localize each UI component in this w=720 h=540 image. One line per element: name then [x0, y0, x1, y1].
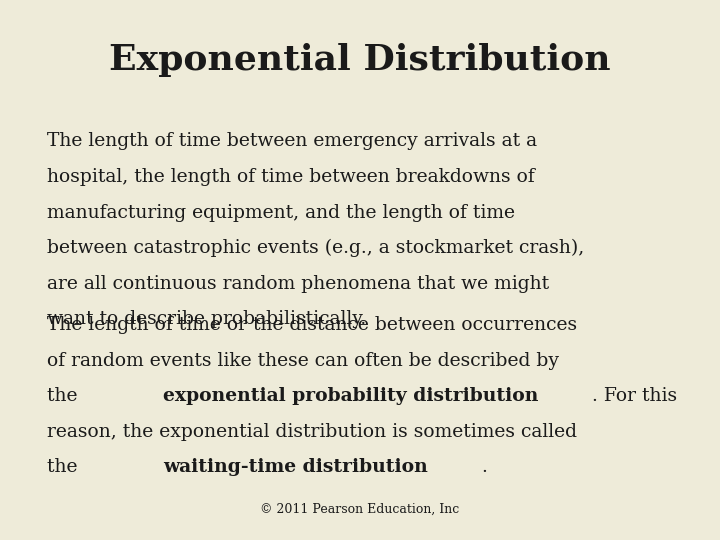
Text: manufacturing equipment, and the length of time: manufacturing equipment, and the length … — [47, 204, 515, 221]
Text: reason, the exponential distribution is sometimes called: reason, the exponential distribution is … — [47, 423, 577, 441]
Text: The length of time between emergency arrivals at a: The length of time between emergency arr… — [47, 132, 537, 150]
Text: between catastrophic events (e.g., a stockmarket crash),: between catastrophic events (e.g., a sto… — [47, 239, 584, 258]
Text: the: the — [47, 387, 84, 405]
Text: © 2011 Pearson Education, Inc: © 2011 Pearson Education, Inc — [261, 503, 459, 516]
Text: waiting-time distribution: waiting-time distribution — [163, 458, 428, 476]
Text: hospital, the length of time between breakdowns of: hospital, the length of time between bre… — [47, 168, 534, 186]
Text: of random events like these can often be described by: of random events like these can often be… — [47, 352, 559, 369]
Text: exponential probability distribution: exponential probability distribution — [163, 387, 538, 405]
Text: the: the — [47, 458, 84, 476]
Text: . For this: . For this — [592, 387, 677, 405]
Text: want to describe probabilistically.: want to describe probabilistically. — [47, 310, 366, 328]
Text: .: . — [481, 458, 487, 476]
Text: are all continuous random phenomena that we might: are all continuous random phenomena that… — [47, 275, 549, 293]
Text: Exponential Distribution: Exponential Distribution — [109, 43, 611, 77]
Text: The length of time or the distance between occurrences: The length of time or the distance betwe… — [47, 316, 577, 334]
